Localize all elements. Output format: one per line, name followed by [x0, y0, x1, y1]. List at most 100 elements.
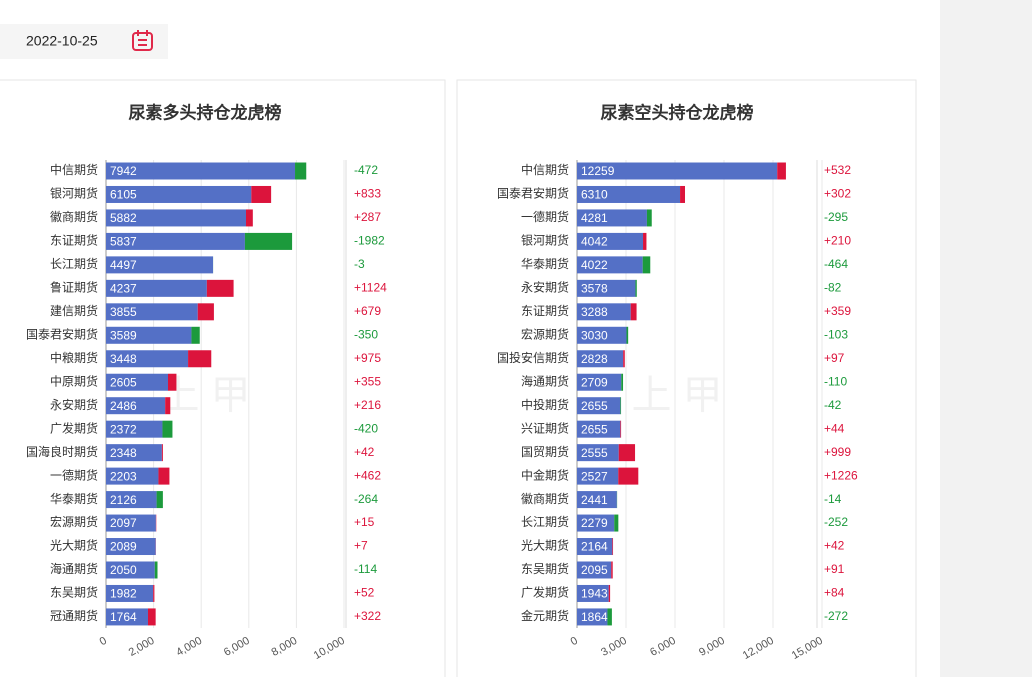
- bar-label: 2348: [110, 446, 137, 460]
- change-label: -252: [824, 515, 848, 529]
- change-label: +84: [824, 586, 845, 600]
- x-tick-label: 6,000: [222, 635, 252, 659]
- change-bar: [611, 561, 612, 578]
- category-label: 银河期货: [50, 186, 98, 201]
- change-bar: [246, 209, 253, 226]
- category-label: 银河期货: [521, 233, 569, 248]
- change-bar: [643, 233, 646, 250]
- change-bar: [620, 421, 621, 438]
- category-label: 宏源期货: [50, 514, 98, 529]
- change-bar: [165, 397, 170, 414]
- bar-label: 2709: [581, 375, 608, 389]
- change-label: +287: [354, 210, 381, 224]
- bar-label: 2828: [581, 352, 608, 366]
- bar-label: 2527: [581, 469, 608, 483]
- bar-label: 2655: [581, 399, 608, 413]
- category-label: 鲁证期货: [50, 280, 98, 295]
- bar-label: 4022: [581, 258, 608, 272]
- date[interactable]: 2022-10-25: [26, 33, 98, 49]
- change-bar: [157, 491, 163, 508]
- watermark: 上 甲: [631, 374, 722, 418]
- change-label: +975: [354, 351, 381, 365]
- category-label: 广发期货: [50, 420, 98, 435]
- change-label: -3: [354, 257, 365, 271]
- change-label: +679: [354, 304, 381, 318]
- bar-label: 2095: [581, 563, 608, 577]
- change-bar: [153, 585, 154, 602]
- change-bar: [148, 608, 156, 625]
- bar-label: 2486: [110, 399, 137, 413]
- change-label: -110: [824, 374, 847, 388]
- bar-label: 3288: [581, 305, 608, 319]
- bar-label: 1943: [581, 587, 608, 601]
- bar-label: 3030: [581, 328, 608, 342]
- category-label: 东吴期货: [50, 585, 98, 600]
- category-label: 长江期货: [521, 514, 569, 529]
- bar-label: 7942: [110, 164, 137, 178]
- category-label: 一德期货: [521, 209, 569, 224]
- change-bar: [635, 280, 636, 297]
- category-label: 海通期货: [521, 373, 569, 388]
- category-label: 国贸期货: [521, 444, 569, 459]
- change-bar: [162, 444, 163, 461]
- change-label: -14: [824, 492, 842, 506]
- change-bar: [207, 280, 234, 297]
- bar-label: 3589: [110, 328, 137, 342]
- chart-title: 尿素多头持仓龙虎榜: [129, 102, 282, 122]
- bar-label: 2089: [110, 540, 137, 554]
- bar-label: 6105: [110, 188, 137, 202]
- change-bar: [647, 209, 652, 226]
- change-label: +1124: [354, 281, 387, 295]
- change-label: +999: [824, 445, 851, 459]
- x-tick-label: 0: [569, 635, 580, 648]
- change-bar: [680, 186, 685, 203]
- change-bar: [626, 327, 628, 344]
- change-label: +322: [354, 609, 381, 623]
- bar-label: 6310: [581, 188, 608, 202]
- x-tick-label: 3,000: [599, 635, 629, 659]
- bar-label: 2164: [581, 540, 608, 554]
- category-label: 国投安信期货: [497, 350, 569, 365]
- category-label: 宏源期货: [521, 326, 569, 341]
- change-label: -472: [354, 163, 378, 177]
- change-bar: [623, 350, 625, 367]
- change-label: +532: [824, 163, 851, 177]
- category-label: 永安期货: [50, 397, 98, 412]
- bar-label: 4042: [581, 235, 608, 249]
- change-label: +15: [354, 515, 375, 529]
- bar-label: 1764: [110, 610, 137, 624]
- change-bar: [191, 327, 199, 344]
- x-tick-label: 4,000: [174, 635, 204, 659]
- bar-label: 2126: [110, 493, 137, 507]
- change-label: +462: [354, 468, 381, 482]
- change-label: +42: [824, 539, 845, 553]
- category-label: 海通期货: [50, 561, 98, 576]
- bar-label: 4237: [110, 282, 137, 296]
- bar-label: 3855: [110, 305, 137, 319]
- change-bar: [607, 608, 611, 625]
- bar-label: 2097: [110, 516, 137, 530]
- category-label: 冠通期货: [50, 608, 98, 623]
- change-label: -264: [354, 492, 378, 506]
- change-label: -42: [824, 398, 842, 412]
- category-label: 永安期货: [521, 280, 569, 295]
- category-label: 兴证期货: [521, 420, 569, 435]
- bar-label: 5837: [110, 235, 137, 249]
- change-label: -1982: [354, 234, 385, 248]
- x-tick-label: 10,000: [312, 635, 347, 662]
- x-tick-label: 15,000: [790, 635, 825, 662]
- change-bar: [614, 515, 618, 532]
- category-label: 国泰君安期货: [497, 186, 569, 201]
- category-label: 广发期货: [521, 585, 569, 600]
- change-bar: [620, 397, 621, 414]
- bar-label: 2050: [110, 563, 137, 577]
- bar-label: 2441: [581, 493, 608, 507]
- change-label: -295: [824, 210, 848, 224]
- side-panel: [940, 0, 1032, 677]
- x-tick-label: 6,000: [648, 635, 678, 659]
- bar-label: 4281: [581, 211, 608, 225]
- category-label: 中粮期货: [50, 350, 98, 365]
- change-bar: [643, 256, 651, 273]
- change-label: -272: [824, 609, 848, 623]
